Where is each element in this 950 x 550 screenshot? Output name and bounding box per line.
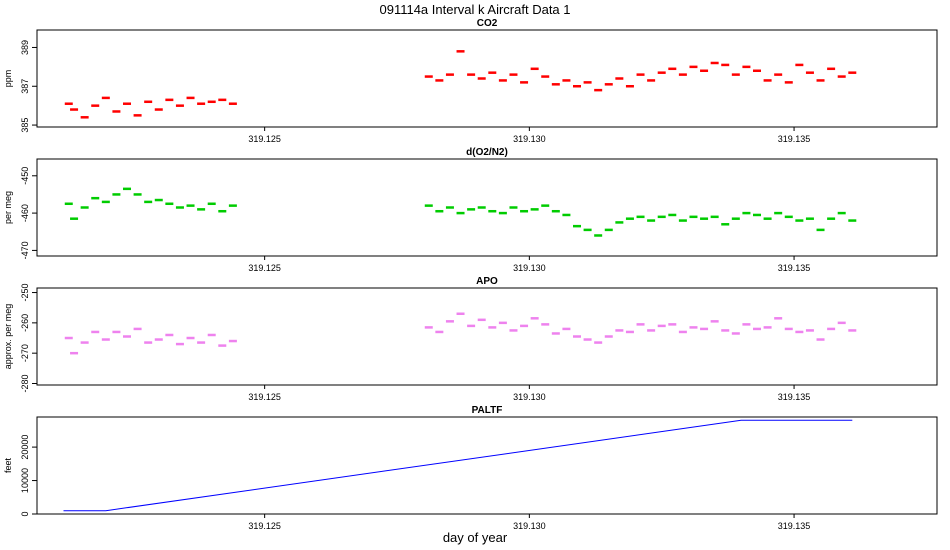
panel-title: d(O2/N2) — [466, 147, 508, 158]
panel-title: APO — [476, 276, 498, 287]
series-line — [63, 419, 853, 512]
x-tick-label: 319.135 — [778, 134, 811, 144]
x-tick-label: 319.135 — [778, 263, 811, 273]
panel-4: PALTF feet 0 10000 20000 319.125 319.130 319.13… — [3, 405, 938, 531]
y-tick-label: -450 — [20, 167, 30, 185]
x-tick-label: 319.125 — [248, 263, 281, 273]
y-axis-label: approx. per meg — [3, 304, 13, 370]
plot-frame — [36, 29, 938, 128]
x-tick-label: 319.130 — [513, 392, 546, 402]
y-axis-label: per meg — [3, 191, 13, 224]
y-tick-label: 20000 — [20, 435, 30, 460]
x-tick-label: 319.130 — [513, 134, 546, 144]
panel-1: CO2 ppm 385 387 389 319.125 319.130 319.135 — [3, 18, 938, 144]
panel-3: APO approx. per meg -280 -270 -260 -250 319.12… — [3, 276, 938, 402]
x-tick-label: 319.125 — [248, 521, 281, 531]
x-tick-label: 319.130 — [513, 521, 546, 531]
x-tick-label: 319.130 — [513, 263, 546, 273]
page-title: 091114a Interval k Aircraft Data 1 — [379, 2, 571, 17]
y-tick-label: -460 — [20, 204, 30, 222]
y-axis-label: feet — [3, 457, 13, 473]
y-axis-label: ppm — [3, 70, 13, 88]
y-tick-label: 385 — [20, 118, 30, 133]
y-tick-label: -250 — [20, 284, 30, 302]
panel-title: CO2 — [477, 18, 498, 29]
plot-frame — [36, 287, 938, 386]
y-tick-label: -260 — [20, 314, 30, 332]
y-tick-label: 10000 — [20, 468, 30, 493]
panel-2: d(O2/N2) per meg -470 -460 -450 319.125 319.13… — [3, 147, 938, 273]
x-axis-label: day of year — [442, 530, 508, 545]
plot-frame — [36, 158, 938, 257]
panel-title: PALTF — [472, 405, 503, 416]
y-tick-label: -280 — [20, 374, 30, 392]
y-tick-label: 387 — [20, 79, 30, 94]
x-tick-label: 319.135 — [778, 521, 811, 531]
y-tick-label: 389 — [20, 40, 30, 55]
y-tick-label: 0 — [20, 511, 30, 516]
x-tick-label: 319.125 — [248, 134, 281, 144]
y-tick-label: -270 — [20, 344, 30, 362]
y-tick-label: -470 — [20, 241, 30, 259]
x-tick-label: 319.125 — [248, 392, 281, 402]
plot-frame — [36, 416, 938, 515]
x-tick-label: 319.135 — [778, 392, 811, 402]
